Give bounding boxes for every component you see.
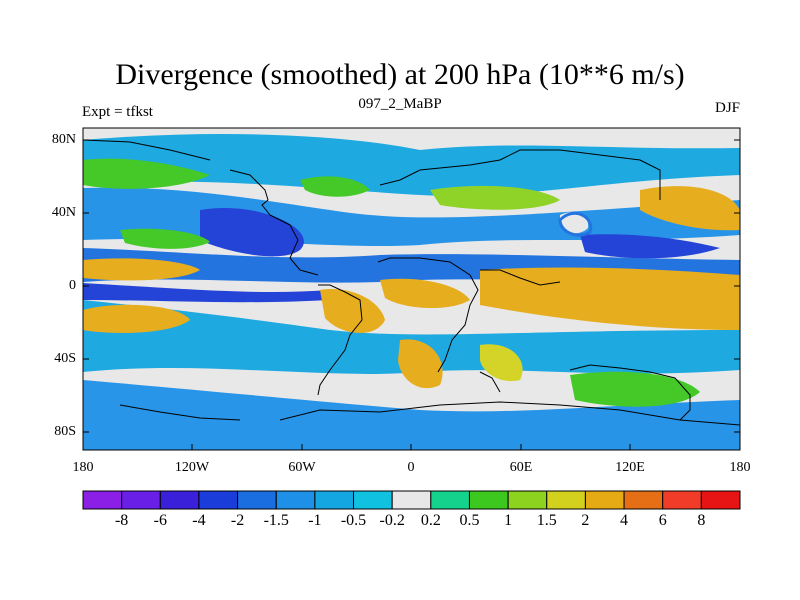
- lat-label-40s: 40S: [54, 351, 76, 366]
- colorbar-swatch: [275, 490, 316, 510]
- colorbar-swatch: [623, 490, 664, 510]
- colorbar-swatch: [121, 490, 161, 510]
- colorbar-label: 4: [620, 512, 629, 529]
- colorbar-label: -0.5: [340, 512, 367, 529]
- lon-label-120e: 120E: [615, 460, 645, 475]
- lon-label-60w: 60W: [288, 460, 316, 475]
- colorbar-label: -1: [308, 512, 322, 529]
- lon-label-180w: 180: [72, 460, 94, 475]
- lat-label-80n: 80N: [51, 132, 76, 147]
- colorbar-swatch: [468, 490, 509, 510]
- colorbar-label: 2: [581, 512, 590, 529]
- colorbar-label: 0.2: [420, 512, 441, 529]
- colorbar-swatch: [662, 490, 702, 510]
- lon-label-0: 0: [407, 460, 415, 475]
- colorbar-swatch: [353, 490, 393, 510]
- colorbar: [82, 490, 741, 510]
- colorbar-swatch: [584, 490, 625, 510]
- colorbar-label: -4: [192, 512, 206, 529]
- colorbar-label: 6: [658, 512, 667, 529]
- colorbar-label: -8: [114, 512, 129, 529]
- axis-ticks: [82, 139, 741, 450]
- colorbar-label: 0.5: [459, 512, 480, 529]
- colorbar-label: 8: [697, 512, 706, 529]
- map-panel: [82, 127, 741, 451]
- run-id-label: 097_2_MaBP: [358, 96, 442, 112]
- colorbar-label: -1.5: [263, 512, 289, 529]
- colorbar-swatch: [314, 490, 355, 510]
- lat-label-0: 0: [69, 278, 76, 293]
- colorbar-label: 1: [504, 512, 513, 529]
- colorbar-swatch: [700, 490, 741, 510]
- lon-label-60e: 60E: [509, 460, 533, 475]
- lat-label-40n: 40N: [51, 205, 76, 220]
- season-label: DJF: [714, 100, 740, 116]
- divergence-field: [83, 134, 740, 450]
- colorbar-swatch: [546, 490, 586, 510]
- lon-label-120w: 120W: [174, 460, 210, 475]
- lat-label-80s: 80S: [54, 424, 76, 439]
- colorbar-swatch: [237, 490, 277, 510]
- coastlines: [82, 139, 741, 426]
- lon-label-180e: 180: [729, 460, 751, 475]
- colorbar-label: -2: [230, 512, 245, 529]
- experiment-label: Expt = tfkst: [82, 104, 153, 120]
- colorbar-swatch: [198, 490, 239, 510]
- colorbar-label: 1.5: [536, 512, 557, 529]
- colorbar-swatch: [507, 490, 548, 510]
- colorbar-swatch: [82, 490, 123, 510]
- plot-title: Divergence (smoothed) at 200 hPa (10**6 …: [115, 58, 685, 91]
- colorbar-swatch: [391, 490, 432, 510]
- colorbar-label: -6: [153, 512, 167, 529]
- colorbar-label: -0.2: [379, 512, 405, 529]
- colorbar-swatch: [159, 490, 200, 510]
- colorbar-swatch: [430, 490, 470, 510]
